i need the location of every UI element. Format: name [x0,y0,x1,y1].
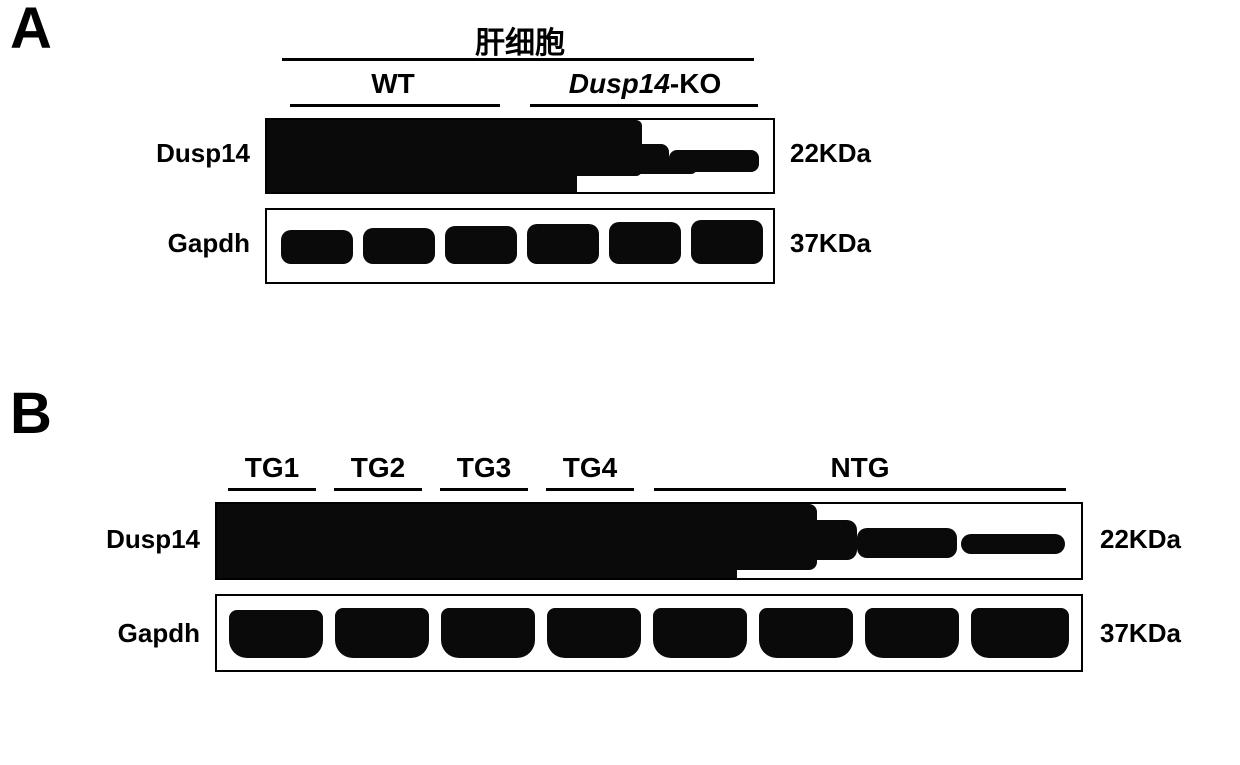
band [637,160,697,174]
panel-b-tg3-label: TG3 [444,452,524,484]
panel-b-ntg-bar [654,488,1066,491]
panel-b-row2-label: Gapdh [60,618,200,649]
band [961,534,1065,554]
panel-a-wt-label: WT [318,68,468,100]
band [653,608,747,658]
panel-a-dusp14-blot [265,118,775,194]
panel-a-gapdh-blot [265,208,775,284]
panel-b-dusp14-blot [215,502,1083,580]
panel-b-tg2-label: TG2 [338,452,418,484]
panel-a-ko-suffix: -KO [670,68,721,99]
band [757,520,857,560]
panel-a-row2-mw: 37KDa [790,228,871,259]
panel-a-ko-prefix: Dusp14 [569,68,670,99]
panel-b-row1-label: Dusp14 [60,524,200,555]
band [865,608,959,658]
panel-b-tg4-label: TG4 [550,452,630,484]
panel-a-label: A [10,0,52,62]
band [759,608,853,658]
band [445,226,517,264]
panel-a-title-bar [282,58,754,61]
band [335,608,429,658]
panel-a-title: 肝细胞 [390,18,650,62]
panel-a-row2-label: Gapdh [110,228,250,259]
panel-a-wt-bar [290,104,500,107]
panel-a-ko-bar [530,104,758,107]
band [971,608,1069,658]
panel-b-ntg-label: NTG [790,452,930,484]
panel-b-tg2-bar [334,488,422,491]
panel-a-row1-mw: 22KDa [790,138,871,169]
band [363,228,435,264]
band [229,610,323,658]
band [691,220,763,264]
panel-b-label: B [10,380,52,447]
panel-b-tg3-bar [440,488,528,491]
band [857,528,957,558]
band [527,224,599,264]
panel-b-row1-mw: 22KDa [1100,524,1181,555]
panel-b-tg4-bar [546,488,634,491]
band [609,222,681,264]
panel-b-tg1-label: TG1 [232,452,312,484]
band [441,608,535,658]
panel-a-row1-label: Dusp14 [110,138,250,169]
panel-b-row2-mw: 37KDa [1100,618,1181,649]
panel-b-tg1-bar [228,488,316,491]
panel-a-ko-label: Dusp14-KO [530,68,760,100]
band [547,608,641,658]
band [281,230,353,264]
panel-b-gapdh-blot [215,594,1083,672]
